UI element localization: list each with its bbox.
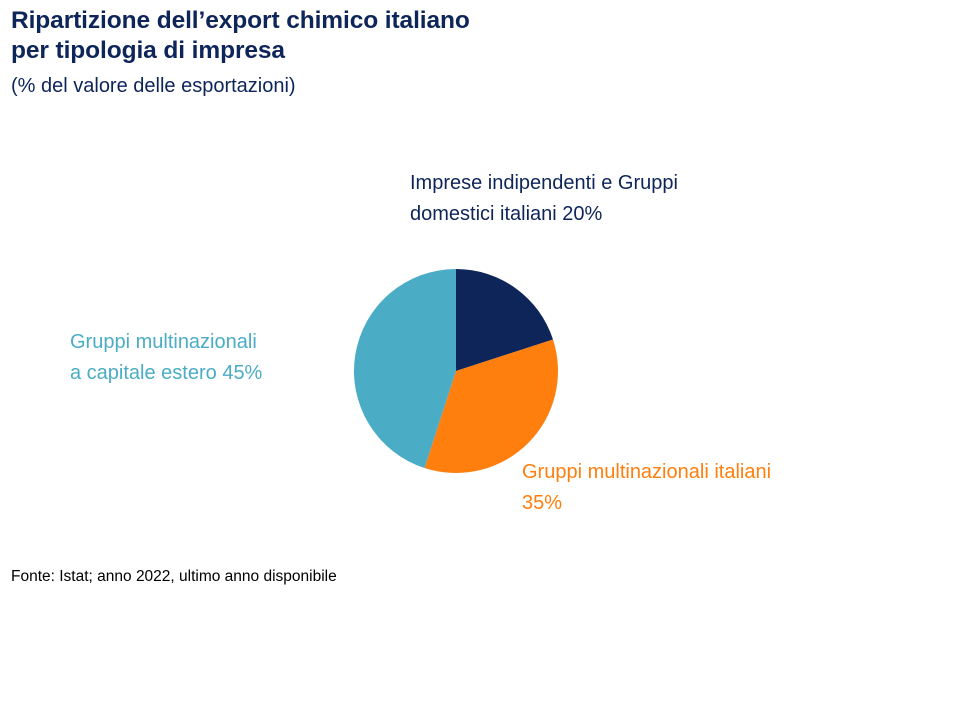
pie-slice-domestic [456,269,554,371]
chart-title-line-1: Ripartizione dell’export chimico italian… [11,7,470,34]
slice-label-italian-multinationals: Gruppi multinazionali italiani 35% [522,457,771,519]
slice-label-italian-multinationals-line-2: 35% [522,492,563,514]
pie-slice-foreign-multinationals [353,269,456,469]
pie-slice-italian-multinationals [424,339,559,474]
slice-label-foreign-multinationals: Gruppi multinazionali a capitale estero … [70,327,262,389]
slice-label-foreign-multinationals-line-1: Gruppi multinazionali [70,331,257,353]
slice-label-foreign-multinationals-line-2: a capitale estero 45% [70,362,263,384]
slice-label-italian-multinationals-line-1: Gruppi multinazionali italiani [522,461,772,483]
source-note: Fonte: Istat; anno 2022, ultimo anno dis… [11,568,337,585]
slice-label-domestic-line-2: domestici italiani 20% [410,203,603,225]
chart-subtitle: (% del valore delle esportazioni) [11,75,296,97]
slice-label-domestic: Imprese indipendenti e Gruppi domestici … [410,168,678,230]
chart-title-line-2: per tipologia di impresa [11,37,285,64]
slice-label-domestic-line-1: Imprese indipendenti e Gruppi [410,172,678,194]
chart-title: Ripartizione dell’export chimico italian… [11,6,470,66]
